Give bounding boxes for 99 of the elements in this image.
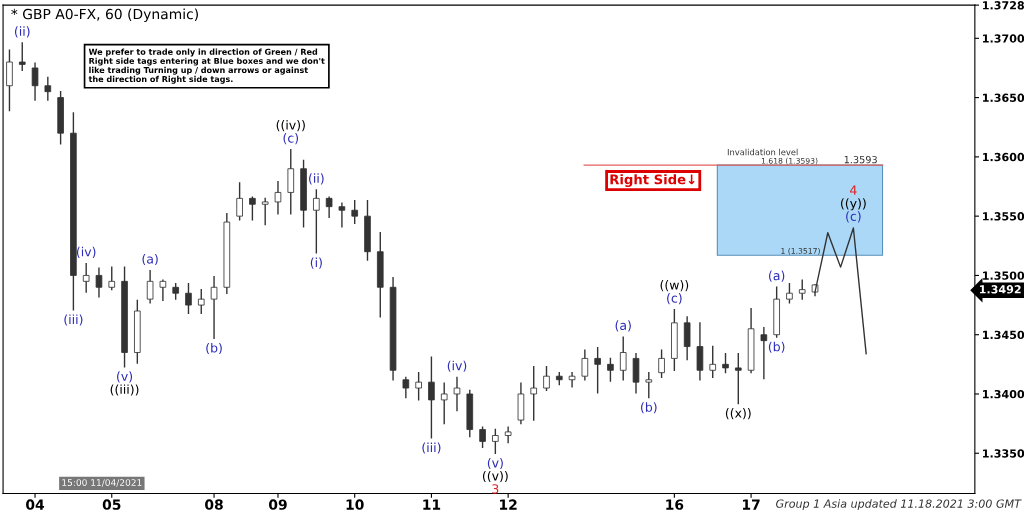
annotation: (v) — [487, 457, 503, 470]
x-tick-label: 05 — [102, 499, 121, 510]
ref-line-label: 1.3593 — [844, 155, 877, 164]
y-tick-label: 1.3350 — [983, 449, 1024, 458]
y-tick-label: 1.3700 — [983, 34, 1024, 43]
annotation: (c) — [283, 133, 299, 145]
candlestick — [210, 275, 218, 339]
annotation: (b) — [206, 342, 222, 355]
candlestick — [658, 349, 665, 379]
candlestick — [6, 49, 13, 112]
candlestick — [440, 382, 448, 425]
candlestick — [504, 426, 512, 444]
annotation: (a) — [142, 253, 158, 266]
annotation: We prefer to trade only in direction of Green / Red Right side tags entering at Blue boxes and we don't like trading Turning up / down arrows or against the direction of Right side tags. — [88, 48, 325, 84]
annotation: (c) — [667, 293, 682, 305]
annotation: (iv) — [447, 360, 467, 372]
x-tick-label: 04 — [26, 499, 45, 510]
candlestick — [760, 326, 768, 380]
candlestick — [185, 283, 192, 315]
annotation: ((v)) — [482, 470, 508, 483]
candlestick — [108, 266, 116, 291]
candlestick — [325, 196, 333, 219]
candlestick — [274, 181, 282, 215]
candlestick — [249, 196, 256, 221]
y-tick-label: 1.3550 — [983, 212, 1024, 221]
annotation: ((w)) — [660, 280, 689, 292]
y-tick-label: 1.3500 — [983, 271, 1024, 280]
annotation: (iv) — [76, 246, 96, 258]
annotation: 15:00 11/04/2021 — [62, 479, 142, 487]
candlestick — [543, 366, 550, 392]
candlestick — [82, 262, 90, 293]
y-tick-label: 1.3400 — [983, 389, 1024, 399]
candlestick — [95, 267, 103, 298]
x-tick-label: 11 — [423, 499, 441, 510]
y-tick-label: 1.3600 — [983, 152, 1024, 162]
candlestick — [607, 357, 614, 382]
candlestick — [159, 279, 167, 302]
candlestick — [683, 316, 691, 361]
candlestick — [44, 76, 52, 101]
candlestick — [619, 336, 627, 381]
candlestick — [18, 42, 26, 72]
candlestick — [594, 347, 601, 394]
annotation: 3 — [492, 484, 499, 494]
candlestick — [453, 376, 461, 412]
annotation: ((iv)) — [276, 120, 305, 132]
x-tick-label: 09 — [268, 499, 287, 510]
y-tick-label: 1.3650 — [983, 93, 1024, 102]
candlestick — [146, 269, 154, 304]
annotation: (b) — [768, 341, 785, 353]
candlestick — [530, 366, 538, 421]
candlestick — [313, 189, 320, 254]
candlestick — [402, 376, 410, 399]
annotation: (c) — [846, 211, 861, 223]
candlestick — [479, 426, 486, 449]
annotation: 4 — [850, 185, 857, 195]
candlestick — [581, 349, 589, 381]
annotation: (ii) — [309, 173, 324, 185]
x-tick-label: 16 — [666, 499, 684, 510]
candlestick — [568, 371, 576, 388]
x-tick-label: 10 — [346, 499, 364, 510]
annotation: ((iii)) — [110, 384, 139, 396]
candlestick — [351, 200, 358, 224]
text: 1.3492 — [979, 285, 1021, 294]
annotation: (a) — [615, 320, 631, 332]
candlestick — [338, 202, 346, 228]
candlestick — [798, 279, 806, 300]
x-tick-label: 08 — [205, 499, 223, 510]
candlestick — [492, 428, 499, 454]
text: Group 1 Asia updated 11.18.2021 3:00 GMT — [776, 499, 1022, 510]
annotation: Invalidation level — [727, 148, 798, 156]
candlestick — [645, 371, 653, 399]
candlestick — [632, 352, 640, 394]
annotation: ((x)) — [725, 408, 751, 420]
candlestick — [287, 149, 295, 215]
candlestick — [261, 197, 269, 226]
annotation: ((y)) — [841, 198, 866, 211]
candlestick — [236, 182, 243, 221]
x-tick-label: 12 — [500, 499, 517, 510]
candlestick — [735, 352, 742, 405]
candlestick — [786, 283, 793, 304]
annotation: (v) — [117, 371, 133, 383]
y-tick-label: 1.3450 — [983, 330, 1024, 340]
candlestick — [722, 352, 729, 374]
annotation: (ii) — [14, 26, 30, 38]
candlestick — [197, 288, 205, 315]
candlestick — [415, 371, 422, 401]
x-tick-label: 17 — [742, 499, 760, 510]
candlestick — [428, 356, 435, 439]
annotation: (iii) — [64, 314, 83, 326]
candlestick — [696, 322, 704, 381]
annotation: (b) — [641, 402, 657, 414]
candlestick — [709, 345, 717, 379]
y-tick-label: 1.3728 — [983, 1, 1024, 10]
annotation: Right Side↓ — [610, 174, 695, 188]
annotation: (i) — [310, 257, 322, 269]
annotation: (iii) — [422, 442, 441, 454]
candlestick — [31, 62, 39, 101]
chart-title: * GBP A0-FX, 60 (Dynamic) — [11, 8, 198, 22]
annotation: (a) — [769, 270, 785, 282]
